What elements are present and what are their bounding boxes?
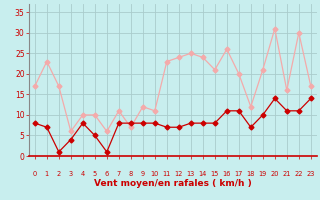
X-axis label: Vent moyen/en rafales ( km/h ): Vent moyen/en rafales ( km/h ): [94, 179, 252, 188]
